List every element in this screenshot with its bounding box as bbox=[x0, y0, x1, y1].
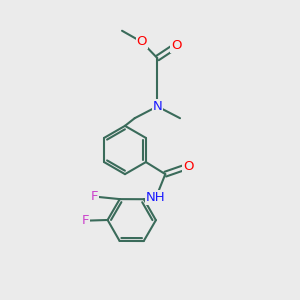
Text: O: O bbox=[171, 39, 182, 52]
Text: O: O bbox=[183, 160, 194, 173]
Text: F: F bbox=[90, 190, 98, 203]
Text: NH: NH bbox=[146, 191, 166, 204]
Text: N: N bbox=[152, 100, 162, 113]
Text: O: O bbox=[136, 35, 147, 48]
Text: F: F bbox=[82, 214, 90, 227]
